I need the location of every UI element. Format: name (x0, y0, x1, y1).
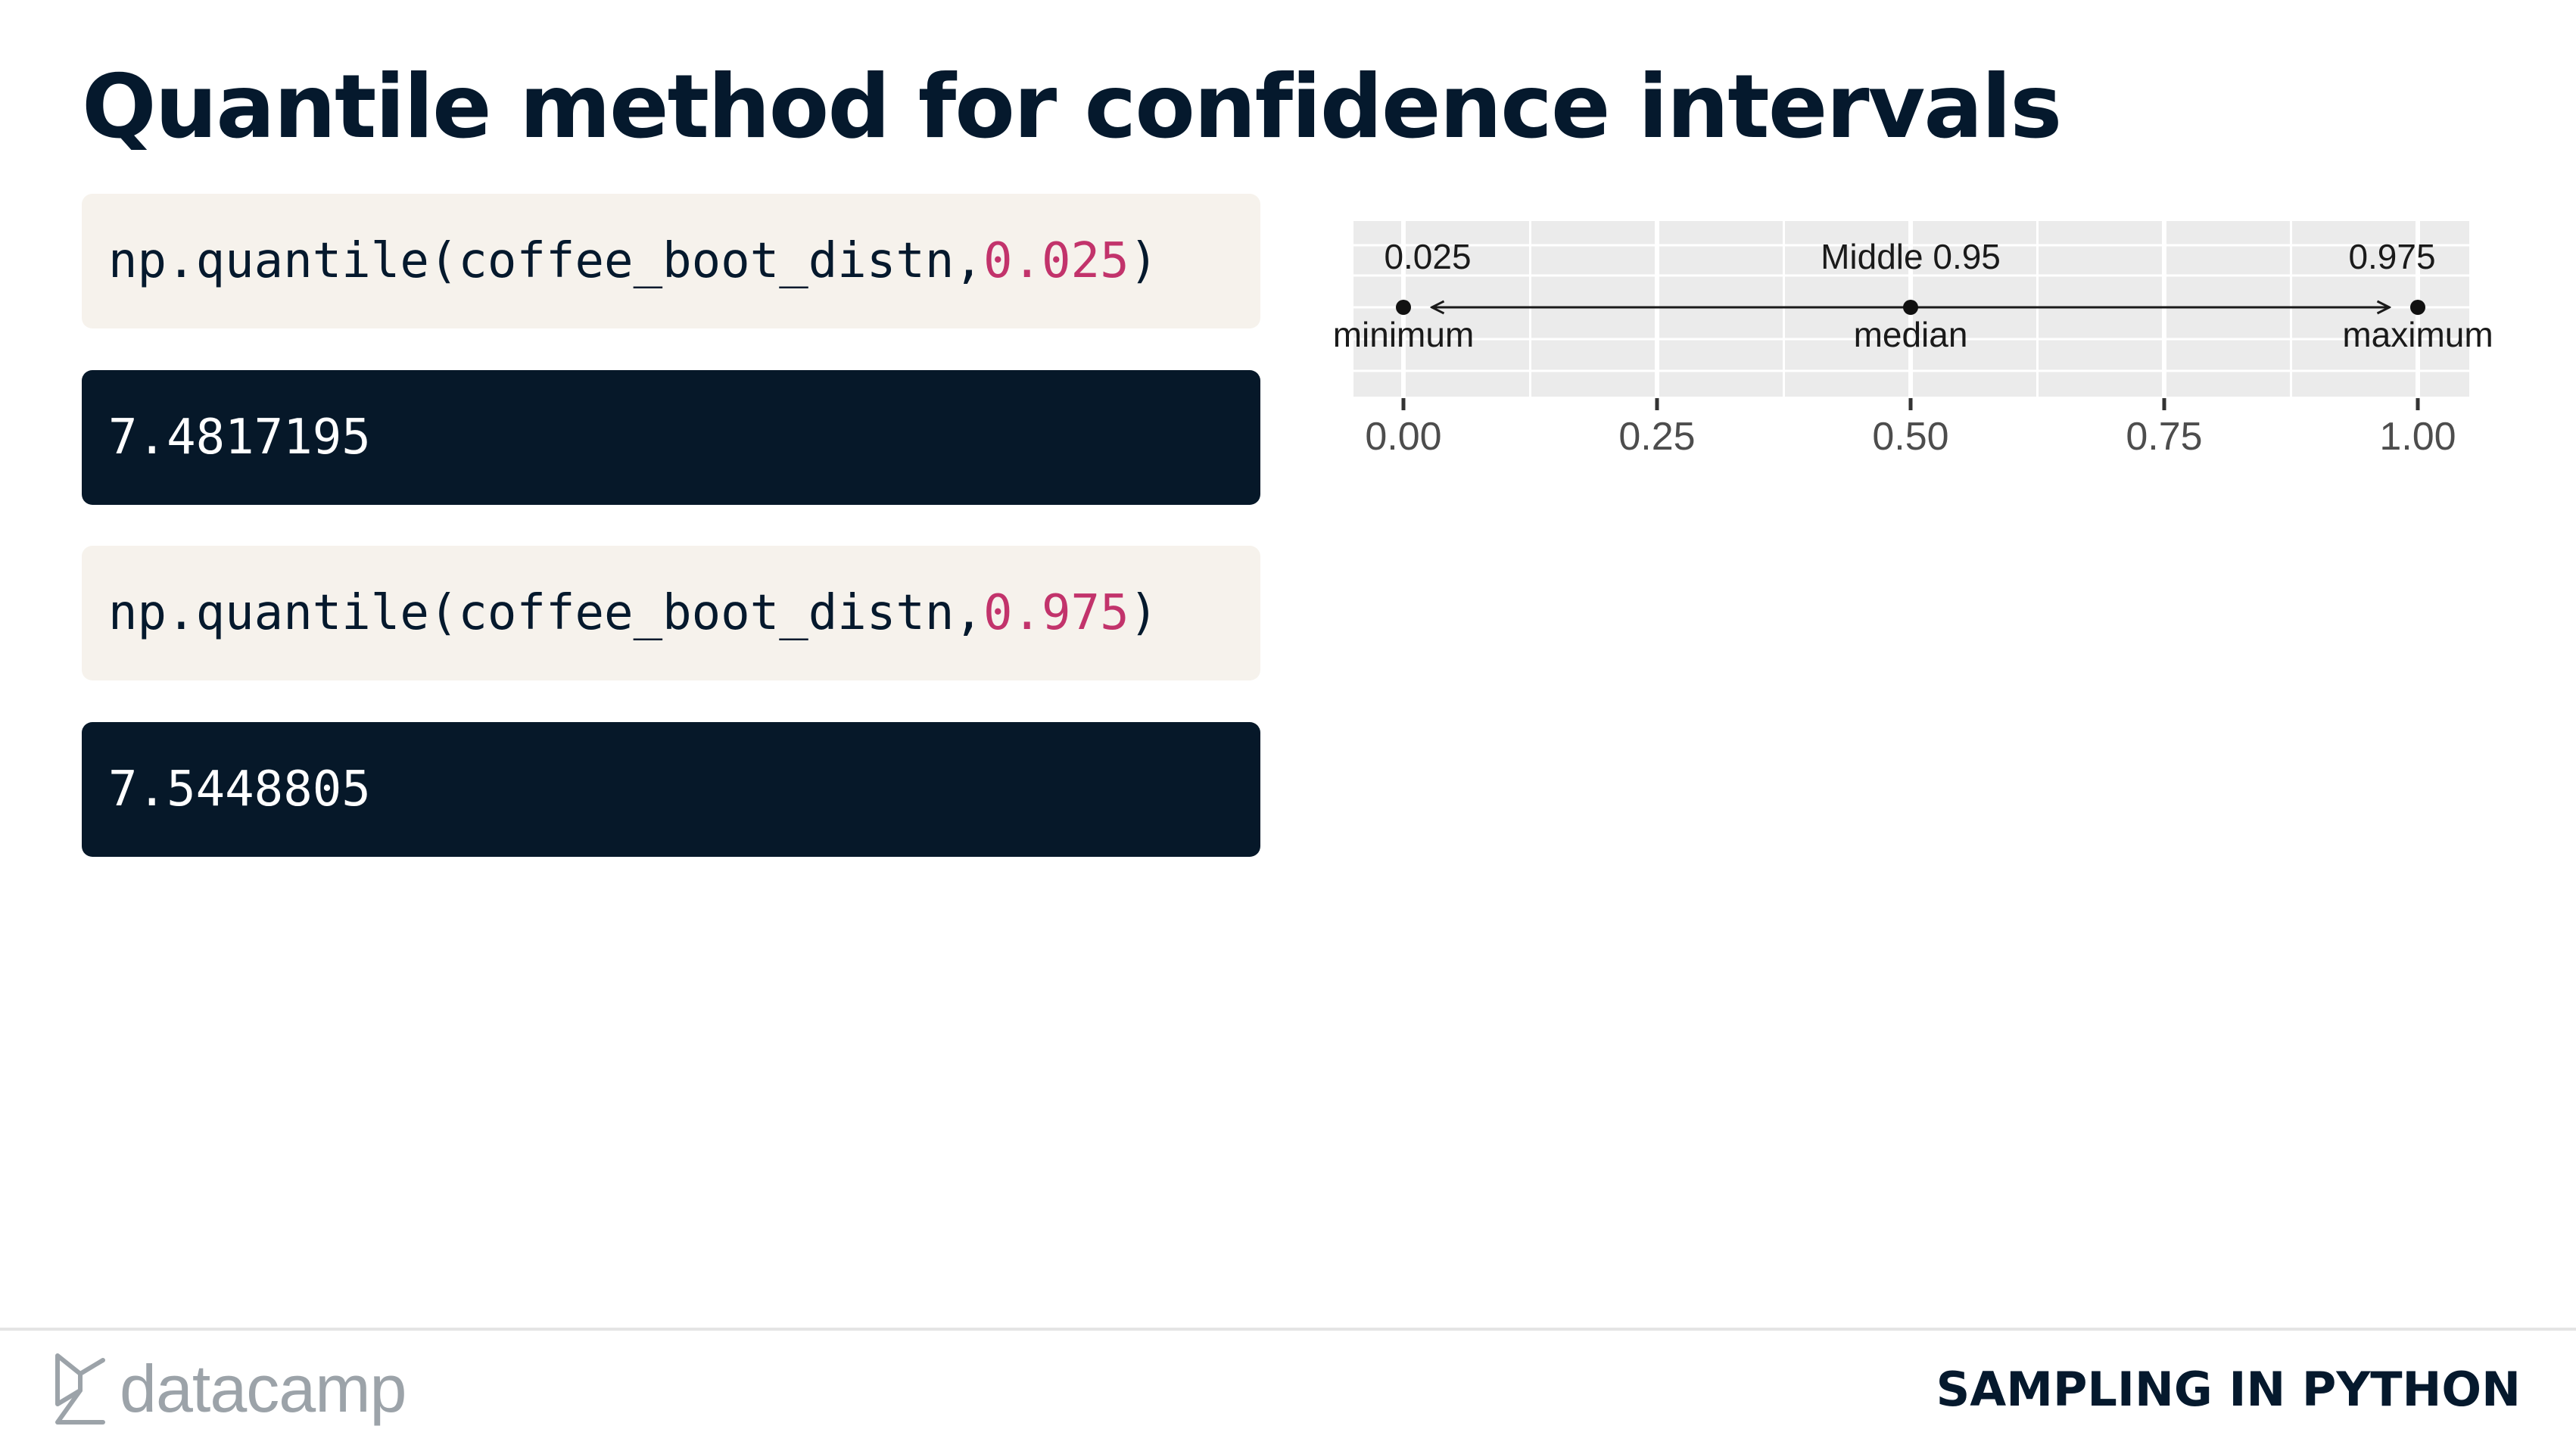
point-label: median (1854, 315, 1968, 354)
tick-label: 1.00 (2379, 415, 2456, 459)
code-text: np.quantile(coffee_boot_distn, (108, 233, 983, 289)
quantile-diagram: minimum 0.025 median Middle 0.95 maximum 0.97… (1333, 221, 2493, 459)
datacamp-logo[interactable]: datacamp (53, 1347, 406, 1431)
output-value: 7.5448805 (108, 761, 371, 817)
point-label: maximum (2342, 315, 2493, 354)
code-text: np.quantile(coffee_boot_distn, (108, 585, 983, 641)
output-value: 7.4817195 (108, 409, 371, 466)
point-median (1903, 300, 1918, 315)
code-input-upper-quantile[interactable]: np.quantile(coffee_boot_distn, 0.975) (82, 546, 1260, 680)
code-text-end: ) (1129, 233, 1159, 289)
gridlines (1353, 221, 2469, 397)
code-number: 0.975 (983, 585, 1129, 641)
tick-label: 0.25 (1618, 415, 1695, 459)
quantile-points: minimum 0.025 median Middle 0.95 maximum 0.97… (1333, 237, 2493, 354)
point-top-label: 0.025 (1384, 237, 1471, 276)
tick-label: 0.00 (1365, 415, 1441, 459)
code-text-end: ) (1129, 585, 1159, 641)
point-top-label: Middle 0.95 (1821, 237, 2001, 276)
code-output-lower-quantile: 7.4817195 (82, 370, 1260, 505)
code-input-lower-quantile[interactable]: np.quantile(coffee_boot_distn, 0.025) (82, 194, 1260, 328)
slide-title: Quantile method for confidence intervals (82, 56, 2062, 158)
point-minimum (1396, 300, 1411, 315)
code-number: 0.025 (983, 233, 1129, 289)
course-title: SAMPLING IN PYTHON (1936, 1362, 2521, 1417)
datacamp-logo-icon (55, 1353, 105, 1425)
brand-name: datacamp (120, 1351, 406, 1426)
footer-divider (0, 1328, 2576, 1331)
tick-label: 0.75 (2126, 415, 2202, 459)
code-output-upper-quantile: 7.5448805 (82, 722, 1260, 857)
point-top-label: 0.975 (2348, 237, 2435, 276)
point-maximum (2410, 300, 2425, 315)
point-label: minimum (1333, 315, 1475, 354)
tick-label: 0.50 (1872, 415, 1948, 459)
x-axis-ticks: 0.00 0.25 0.50 0.75 1.00 (1365, 398, 2456, 459)
